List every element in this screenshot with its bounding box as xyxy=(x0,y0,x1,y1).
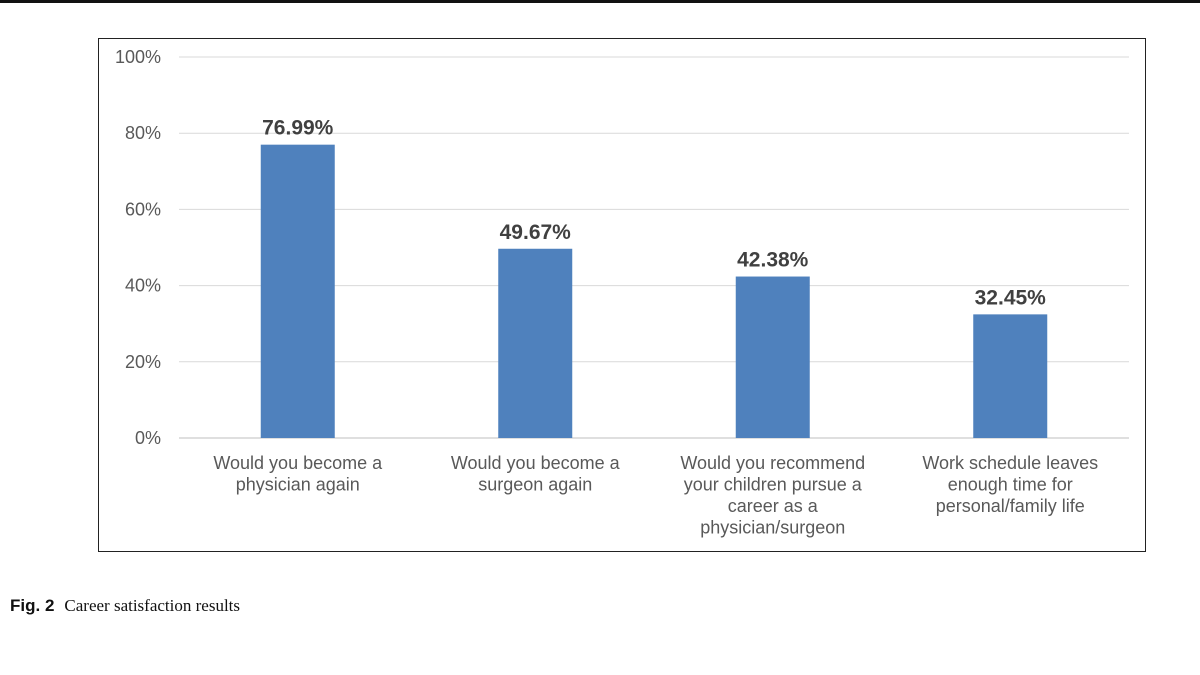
bar-3 xyxy=(735,276,810,438)
y-tick-label: 60% xyxy=(125,199,161,219)
x-category-line: physician again xyxy=(236,475,360,495)
y-tick-label: 0% xyxy=(135,428,161,448)
chart-frame: 0% 20% 40% 60% 80% 100% 76.99% 49.67% 42.38% 32.… xyxy=(98,38,1146,552)
data-label-2: 49.67% xyxy=(500,221,572,244)
x-category-line: Would you become a xyxy=(213,453,383,473)
y-tick-label: 20% xyxy=(125,352,161,372)
y-axis-ticks: 0% 20% 40% 60% 80% 100% xyxy=(115,47,161,448)
y-tick-label: 100% xyxy=(115,47,161,67)
y-tick-label: 40% xyxy=(125,276,161,296)
x-category-line: physician/surgeon xyxy=(700,518,845,538)
bars xyxy=(260,144,1048,438)
top-rule xyxy=(0,0,1200,3)
x-category-line: your children pursue a xyxy=(684,475,863,495)
bar-2 xyxy=(498,248,573,438)
bar-1 xyxy=(260,144,335,438)
bar-chart: 0% 20% 40% 60% 80% 100% 76.99% 49.67% 42.38% 32.… xyxy=(115,47,1129,538)
data-label-1: 76.99% xyxy=(262,117,334,140)
figure-caption: Fig. 2 Career satisfaction results xyxy=(10,596,240,616)
gridlines xyxy=(179,56,1129,439)
y-tick-label: 80% xyxy=(125,123,161,143)
x-category-line: personal/family life xyxy=(936,496,1085,516)
x-category-line: Would you become a xyxy=(451,453,621,473)
figure-label: Fig. 2 xyxy=(10,596,55,615)
data-label-3: 42.38% xyxy=(737,249,809,272)
x-category-line: career as a xyxy=(728,496,819,516)
x-category-line: Work schedule leaves xyxy=(922,453,1098,473)
figure-caption-text: Career satisfaction results xyxy=(64,596,241,615)
x-category-line: surgeon again xyxy=(478,475,592,495)
x-category-line: Would you recommend xyxy=(680,453,865,473)
bar-4 xyxy=(973,314,1048,438)
data-label-4: 32.45% xyxy=(975,286,1047,309)
data-labels: 76.99% 49.67% 42.38% 32.45% xyxy=(262,117,1046,310)
x-category-line: enough time for xyxy=(948,475,1073,495)
